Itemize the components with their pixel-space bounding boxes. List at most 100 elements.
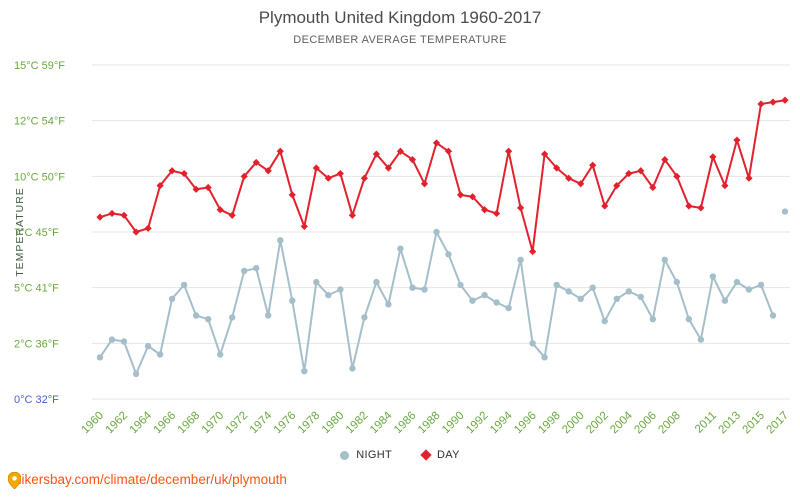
day-point: [300, 222, 308, 231]
x-tick-label: 2000: [560, 410, 587, 437]
day-point: [396, 147, 405, 155]
chart-subtitle: DECEMBER AVERAGE TEMPERATURE: [293, 34, 507, 46]
night-point: [409, 284, 416, 291]
night-point: [96, 354, 104, 361]
x-tick-label: 1964: [128, 409, 155, 436]
day-point: [204, 183, 212, 192]
y-tick-label: 12°C 54°F: [14, 116, 65, 128]
night-point: [325, 291, 332, 299]
night-point: [253, 265, 260, 272]
night-point: [241, 267, 248, 275]
x-tick-label: 1972: [224, 410, 251, 437]
x-tick-label: 1984: [368, 409, 395, 436]
day-point: [216, 206, 224, 214]
day-point: [384, 164, 393, 172]
day-point: [156, 182, 164, 190]
x-tick-label: 1970: [200, 410, 227, 437]
x-tick-label: 1976: [272, 410, 299, 437]
night-point: [144, 342, 152, 350]
x-tick-label: 2013: [716, 410, 743, 437]
night-point: [421, 286, 428, 293]
day-point: [228, 211, 236, 219]
y-tick-label: 5°C 41°F: [14, 283, 59, 295]
x-tick-label: 1996: [512, 410, 539, 437]
day-point: [492, 209, 501, 218]
day-point: [180, 169, 188, 178]
day-point: [480, 206, 489, 214]
day-point: [709, 153, 717, 161]
day-point: [108, 209, 116, 218]
x-tick-label: 1998: [536, 410, 563, 437]
night-point: [505, 304, 512, 312]
night-point: [529, 340, 536, 347]
day-point: [565, 174, 573, 182]
day-marker-icon: [420, 449, 432, 461]
night-point: [493, 299, 500, 306]
night-point: [457, 281, 464, 289]
x-tick-label: 2015: [741, 410, 768, 437]
day-point: [264, 167, 272, 175]
y-tick-label: 2°C 36°F: [14, 338, 59, 350]
night-point: [205, 316, 212, 323]
night-point: [108, 336, 116, 343]
day-point: [757, 100, 765, 108]
night-point: [733, 278, 741, 286]
x-tick-label: 1986: [392, 410, 419, 437]
night-point: [229, 314, 236, 321]
footer: hikersbay.com/climate/december/uk/plymou…: [8, 472, 287, 489]
night-point: [289, 297, 296, 304]
x-tick-label: 2004: [608, 409, 635, 436]
day-point: [601, 202, 609, 210]
night-point: [541, 354, 548, 361]
night-point: [349, 365, 356, 372]
x-tick-label: 1966: [152, 410, 179, 437]
night-point: [781, 208, 789, 215]
day-point: [504, 147, 513, 155]
night-point: [301, 368, 308, 375]
day-point: [144, 224, 152, 232]
day-point: [553, 164, 561, 172]
night-point: [577, 295, 584, 302]
day-point: [697, 204, 705, 212]
x-tick-label: 2008: [656, 410, 683, 437]
night-point: [433, 228, 440, 236]
night-point: [277, 237, 284, 244]
legend-item-day: DAY: [420, 449, 460, 461]
day-point: [276, 147, 284, 155]
x-tick-label: 1990: [440, 410, 467, 437]
x-tick-label: 2006: [632, 410, 659, 437]
night-point: [517, 256, 524, 263]
day-point: [745, 174, 753, 182]
night-point: [757, 281, 765, 289]
day-point: [348, 211, 356, 219]
day-point: [444, 147, 453, 155]
day-point: [120, 211, 128, 219]
night-point: [373, 278, 380, 286]
day-point: [721, 182, 729, 190]
night-point: [120, 338, 128, 345]
legend-item-night: NIGHT: [340, 449, 392, 461]
x-tick-label: 1994: [488, 409, 515, 436]
night-point: [625, 288, 632, 295]
night-point: [132, 370, 140, 378]
day-point: [432, 139, 441, 147]
day-point: [420, 180, 429, 188]
night-point: [385, 301, 392, 308]
day-point: [456, 191, 465, 199]
day-point: [132, 228, 140, 236]
day-point: [468, 193, 477, 201]
day-point: [252, 158, 260, 167]
night-point: [217, 351, 224, 358]
night-point: [553, 281, 560, 289]
night-point: [265, 312, 272, 319]
y-tick-label: 15°C 59°F: [14, 60, 65, 72]
footer-link[interactable]: hikersbay.com/climate/december/uk/plymou…: [14, 472, 287, 487]
night-point: [397, 245, 404, 252]
night-point: [673, 278, 680, 286]
day-point: [541, 150, 549, 158]
night-point: [709, 273, 717, 280]
day-point: [625, 169, 633, 178]
y-tick-label: 10°C 50°F: [14, 171, 65, 183]
day-point: [336, 169, 344, 178]
